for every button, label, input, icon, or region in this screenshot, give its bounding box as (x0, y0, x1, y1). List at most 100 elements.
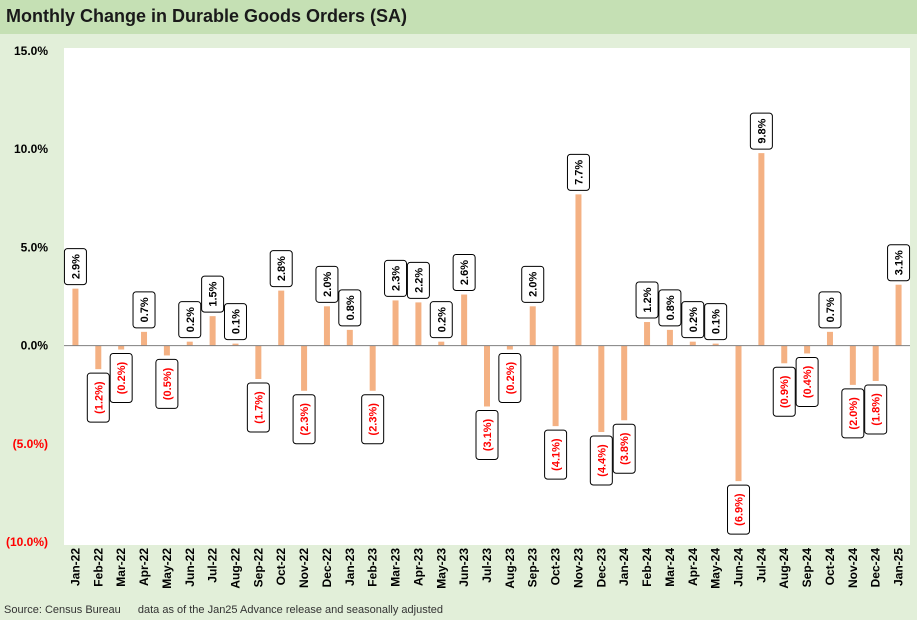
x-tick-label: Sep-22 (251, 548, 265, 588)
data-label: (1.8%) (864, 384, 888, 435)
x-tick-label: Apr-23 (411, 548, 425, 586)
data-label-box (635, 281, 659, 319)
data-label: 0.8% (658, 289, 682, 327)
data-label-box (429, 301, 453, 339)
data-label-text: 0.8% (665, 295, 677, 320)
bar (666, 329, 673, 346)
data-label-text: 2.2% (413, 268, 425, 293)
bar (392, 300, 399, 346)
bar (301, 345, 308, 391)
data-label-box (795, 356, 819, 407)
x-tick-label: Oct-23 (549, 548, 563, 586)
data-label: 2.9% (63, 248, 87, 286)
data-label: (2.3%) (292, 394, 316, 445)
data-label-box (338, 289, 362, 327)
x-tick-label: Feb-23 (366, 548, 380, 587)
data-label-text: 0.7% (139, 297, 151, 322)
data-label: (0.2%) (498, 353, 522, 404)
data-label: 0.2% (681, 301, 705, 339)
x-tick-label: Jan-24 (617, 548, 631, 586)
data-label: (2.3%) (361, 394, 385, 445)
x-tick-label: Apr-24 (686, 548, 700, 586)
x-tick-label: Oct-24 (823, 548, 837, 586)
data-label: 0.1% (223, 303, 247, 341)
data-label-text: 0.8% (345, 295, 357, 320)
x-tick-label: Dec-23 (594, 548, 608, 588)
data-label-box (384, 259, 408, 297)
x-tick-label: Jun-24 (732, 548, 746, 587)
bar (849, 345, 856, 385)
x-tick-label: Aug-24 (777, 548, 791, 589)
x-tick-label: Jan-23 (343, 548, 357, 586)
data-label-box (681, 301, 705, 339)
data-label-box (544, 429, 568, 480)
x-tick-label: Sep-24 (800, 548, 814, 588)
data-label-box (201, 275, 225, 313)
bar (438, 341, 445, 346)
data-label-box (86, 372, 110, 423)
x-tick-label: Nov-22 (297, 548, 311, 588)
y-tick-label: (5.0%) (13, 437, 48, 451)
data-label: 2.6% (452, 254, 476, 292)
data-label: 2.3% (384, 259, 408, 297)
x-tick-label: Jun-23 (457, 548, 471, 587)
x-tick-label: Feb-24 (640, 548, 654, 587)
data-label-box (498, 353, 522, 404)
x-tick-label: Jan-22 (68, 548, 82, 586)
x-tick-label: Mar-24 (663, 548, 677, 587)
data-label-box (566, 153, 590, 191)
data-label-box (658, 289, 682, 327)
data-label-text: (2.3%) (299, 403, 311, 436)
x-tick-label: Aug-22 (228, 548, 242, 589)
data-label-box (223, 303, 247, 341)
x-tick-label: Oct-22 (274, 548, 288, 586)
data-label-text: (3.8%) (619, 432, 631, 465)
bar (689, 341, 696, 346)
plot-area (64, 48, 910, 545)
data-label: (4.1%) (544, 429, 568, 480)
bar (552, 345, 559, 427)
x-tick-label: Nov-24 (846, 548, 860, 588)
data-label: (2.0%) (841, 388, 865, 439)
title-bar (0, 0, 917, 34)
data-label-box (315, 265, 339, 303)
x-tick-label: Nov-23 (571, 548, 585, 588)
data-label-text: 2.0% (528, 272, 540, 297)
data-label-box (818, 291, 842, 329)
data-label-box (864, 384, 888, 435)
data-label: 0.1% (704, 303, 728, 341)
data-label: 2.8% (269, 250, 293, 288)
bar (598, 345, 605, 433)
source-text: Source: Census Bureau (4, 604, 121, 616)
x-tick-label: Dec-24 (869, 548, 883, 588)
data-label-box (589, 435, 613, 486)
y-tick-label: 15.0% (14, 44, 48, 58)
data-label-text: (4.4%) (596, 444, 608, 477)
data-label-box (612, 423, 636, 474)
data-label-box (109, 353, 133, 404)
data-label: 2.0% (315, 265, 339, 303)
bar (72, 288, 79, 346)
bar (506, 345, 513, 350)
data-label-box (246, 382, 270, 433)
data-label-box (727, 484, 751, 535)
note-text: data as of the Jan25 Advance release and… (137, 604, 444, 616)
data-label-box (841, 388, 865, 439)
bar (804, 345, 811, 354)
x-tick-label: May-23 (434, 548, 448, 589)
bar (644, 322, 651, 346)
data-label-text: 0.2% (688, 307, 700, 332)
data-label-box (749, 112, 773, 150)
data-label: 9.8% (749, 112, 773, 150)
chart-title: Monthly Change in Durable Goods Orders (… (6, 6, 408, 26)
data-label-box (178, 301, 202, 339)
data-label-box (704, 303, 728, 341)
data-label-text: 9.8% (756, 118, 768, 143)
bar (758, 153, 765, 346)
x-tick-label: Jul-22 (206, 548, 220, 583)
data-label: 0.7% (818, 291, 842, 329)
data-label: 0.2% (178, 301, 202, 339)
bar (346, 329, 353, 346)
data-label-text: (0.2%) (505, 361, 517, 394)
bar (529, 306, 536, 346)
